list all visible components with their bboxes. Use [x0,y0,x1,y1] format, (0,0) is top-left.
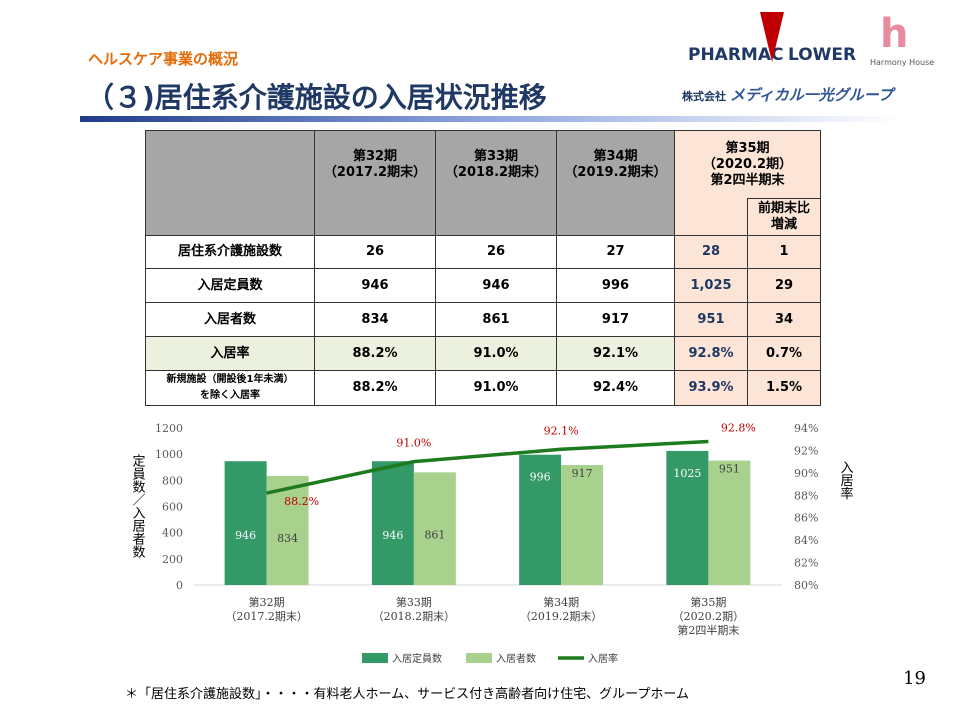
bar-value-label: 996 [530,471,551,484]
bar [561,465,604,585]
bar [519,454,562,585]
table-cell: 34 [747,302,821,337]
line-value-label: 92.1% [544,424,579,437]
x-tick-label: 第35期（2020.2期）第2四半期末 [673,595,745,637]
y2-tick-label: 82% [794,557,818,570]
bar-value-label: 946 [235,529,256,542]
line-value-label: 91.0% [396,437,431,450]
footnote: ＊「居住系介護施設数」・・・・有料老人ホーム、サービス付き高齢者向け住宅、グルー… [125,687,689,702]
table-subheader: 前期末比 増減 [747,198,821,236]
row-label: 居住系介護施設数 [145,235,315,269]
y-tick-label: 400 [162,527,183,540]
logo-harmony: Harmony House [870,58,935,67]
bar-value-label: 834 [277,532,298,545]
y2-tick-label: 94% [794,422,818,435]
table-cell: 951 [674,302,748,337]
legend-swatch [362,653,388,663]
table-cell: 88.2% [314,370,436,406]
table-cell: 861 [435,302,557,337]
logo-group: メディカル一光グループ [729,86,893,104]
page-number: 19 [903,668,926,689]
section-title: ヘルスケア事業の概況 [88,50,239,68]
bar [266,475,309,585]
table-cell: 29 [747,268,821,303]
table-row: 入居定員数 946 946 996 1,025 29 [145,268,821,303]
y-tick-label: 1200 [155,422,183,435]
table-row: 新規施設（開設後1年未満） を除く入居率 88.2% 91.0% 92.4% 93.9%… [145,370,821,406]
bar [666,450,709,585]
y2-tick-label: 88% [794,489,818,502]
bar [371,461,414,585]
table-header-cell: 第32期 （2017.2期末） [314,130,436,236]
bar [413,472,456,585]
y2-tick-label: 84% [794,534,818,547]
logo-flower: LOWER [788,45,857,65]
table-cell: 28 [674,235,748,269]
y2-tick-label: 80% [794,579,818,592]
logo-harmony-icon: h [880,11,909,57]
bar [224,461,267,585]
table-row: 入居者数 834 861 917 951 34 [145,302,821,337]
logo-company: 株式会社 メディカル一光グループ [682,84,893,105]
facility-table: 第32期 （2017.2期末） 第33期 （2018.2期末） 第34期 （20… [145,130,821,406]
line-value-label: 92.8% [721,421,756,434]
table-cell: 1.5% [747,370,821,406]
table-cell: 26 [314,235,436,269]
bar-value-label: 917 [572,467,593,480]
bar [708,460,751,585]
table-cell: 27 [556,235,675,269]
bar-value-label: 861 [424,528,445,541]
table-cell: 91.0% [435,370,557,406]
table-header-cell [145,130,315,236]
legend-swatch [466,653,492,663]
y-tick-label: 600 [162,501,183,514]
y-tick-label: 1000 [155,448,183,461]
y-tick-label: 0 [176,579,183,592]
logo-pharmacy: PHARMAC [688,45,784,65]
table-header-cell: 第33期 （2018.2期末） [435,130,557,236]
logo-company-prefix: 株式会社 [682,90,726,103]
legend-label: 入居者数 [496,652,536,665]
y2-tick-label: 86% [794,512,818,525]
legend-label: 入居率 [588,652,618,665]
y-axis-title: 定員数／入居者数 [130,454,146,558]
table-cell: 92.8% [674,336,748,371]
y-tick-label: 200 [162,553,183,566]
slide-title: （３)居住系介護施設の入居状況推移 [86,81,547,114]
table-cell: 93.9% [674,370,748,406]
bar-value-label: 946 [382,529,403,542]
row-label: 新規施設（開設後1年未満） を除く入居率 [145,370,315,406]
y2-tick-label: 92% [794,444,818,457]
y2-axis-title: 入居率 [838,461,854,500]
row-label: 入居定員数 [145,268,315,303]
table-cell: 91.0% [435,336,557,371]
y2-tick-label: 90% [794,467,818,480]
table-cell: 92.1% [556,336,675,371]
table-cell: 1,025 [674,268,748,303]
table-cell: 946 [435,268,557,303]
table-cell: 88.2% [314,336,436,371]
table-header-cell: 第35期 （2020.2期） 第2四半期末 [674,130,821,199]
row-label: 入居者数 [145,302,315,337]
x-tick-label: 第33期（2018.2期末） [373,595,456,623]
bar-value-label: 1025 [673,467,701,480]
x-tick-label: 第32期（2017.2期末） [225,595,308,623]
bar-value-label: 951 [719,463,740,476]
table-cell: 92.4% [556,370,675,406]
legend-label: 入居定員数 [392,652,442,665]
line [266,439,709,495]
y-tick-label: 800 [162,474,183,487]
title-underline [80,116,900,122]
line-value-label: 88.2% [284,495,319,508]
x-tick-label: 第34期（2019.2期末） [520,595,603,623]
